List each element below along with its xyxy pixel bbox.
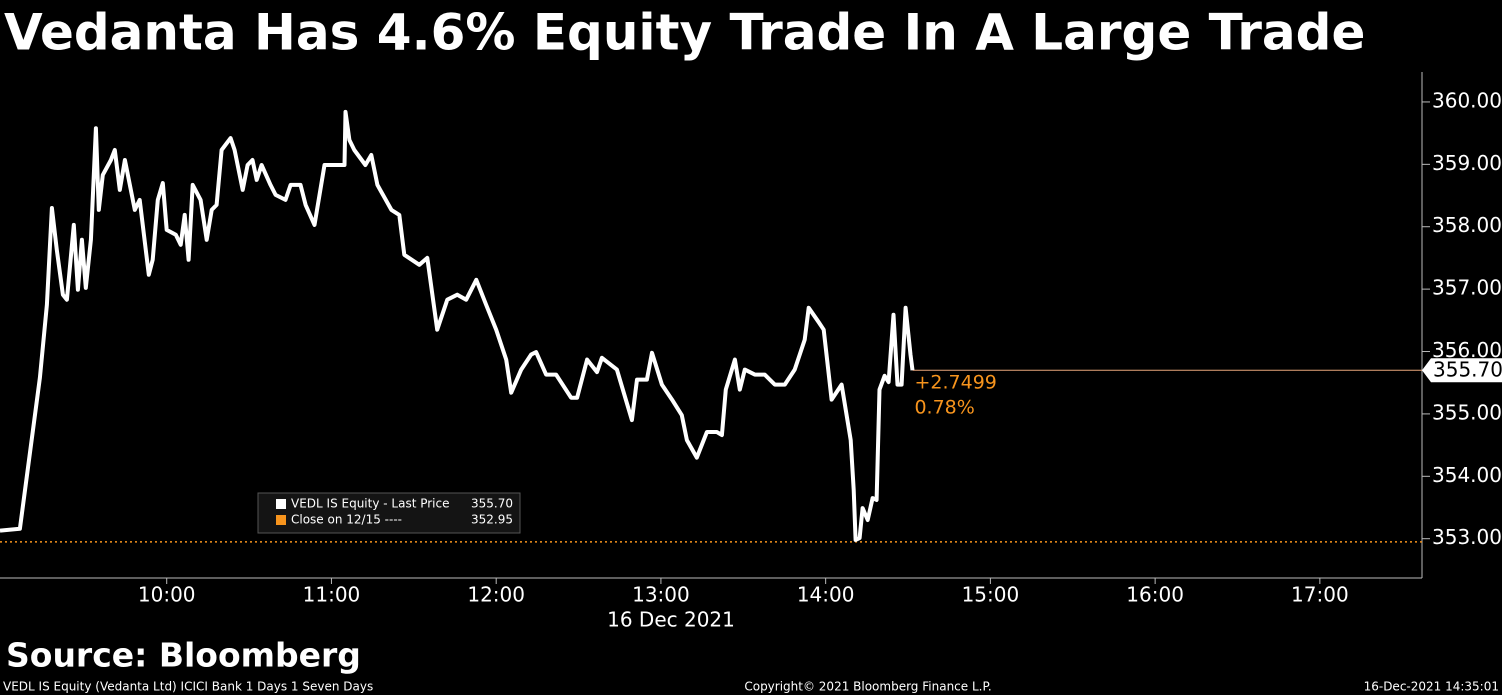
- y-tick-label: 355.00: [1432, 400, 1502, 424]
- x-tick-label: 11:00: [303, 583, 361, 607]
- chart-title: Vedanta Has 4.6% Equity Trade In A Large…: [4, 4, 1365, 62]
- legend-label: VEDL IS Equity - Last Price: [291, 497, 450, 511]
- footer-center: Copyright© 2021 Bloomberg Finance L.P.: [744, 680, 991, 694]
- y-tick-label: 360.00: [1432, 88, 1502, 112]
- footer-left: VEDL IS Equity (Vedanta Ltd) ICICI Bank …: [3, 680, 373, 694]
- footer-right: 16-Dec-2021 14:35:01: [1364, 680, 1499, 694]
- x-tick-label: 13:00: [632, 583, 690, 607]
- x-tick-label: 15:00: [962, 583, 1020, 607]
- x-tick-label: 14:00: [797, 583, 855, 607]
- legend-value: 352.95: [471, 513, 513, 527]
- legend-box: [257, 492, 521, 534]
- y-tick-label: 357.00: [1432, 276, 1502, 300]
- price-line: [0, 109, 915, 542]
- x-tick-label: 10:00: [138, 583, 196, 607]
- legend-value: 355.70: [471, 497, 513, 511]
- y-tick-label: 353.00: [1432, 525, 1502, 549]
- x-tick-label: 17:00: [1291, 583, 1349, 607]
- y-tick-label: 354.00: [1432, 463, 1502, 487]
- legend-swatch: [276, 499, 286, 509]
- change-pct-label: 0.78%: [914, 397, 974, 419]
- legend-swatch: [276, 515, 286, 525]
- y-tick-label: 359.00: [1432, 151, 1502, 175]
- y-tick-label: 358.00: [1432, 213, 1502, 237]
- x-tick-label: 12:00: [467, 583, 525, 607]
- legend-label: Close on 12/15 ----: [291, 513, 402, 527]
- last-price-box: [1422, 358, 1502, 383]
- last-price-label: 355.70: [1433, 358, 1502, 382]
- x-axis-label: 16 Dec 2021: [607, 608, 735, 632]
- change-label: +2.7499: [914, 372, 996, 394]
- x-tick-label: 16:00: [1126, 583, 1184, 607]
- y-tick-label: 356.00: [1432, 338, 1502, 362]
- source: Source: Bloomberg: [6, 636, 361, 675]
